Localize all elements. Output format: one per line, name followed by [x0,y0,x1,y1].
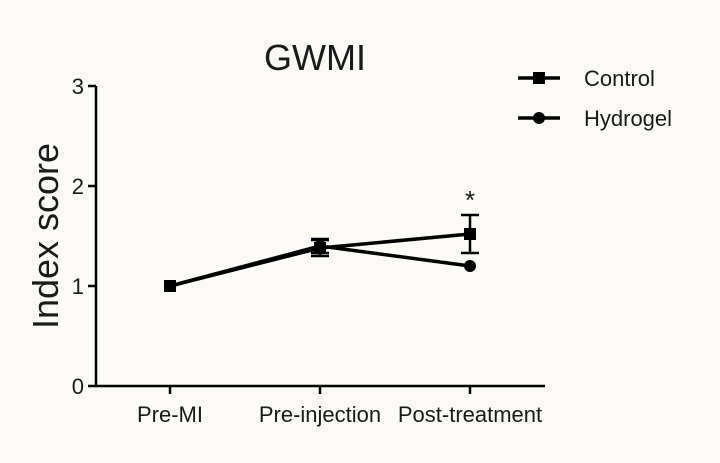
hydrogel-point [464,260,476,272]
legend-marker-control [533,72,545,84]
x-tick-label: Pre-MI [137,402,203,427]
legend-label-control: Control [584,66,655,91]
legend-label-hydrogel: Hydrogel [584,106,672,131]
legend: Control Hydrogel [518,66,672,131]
y-tick-label: 0 [72,374,84,399]
annotations: * [465,185,475,215]
hydrogel-point [314,240,326,252]
x-ticks: Pre-MI Pre-injection Post-treatment [137,386,542,427]
y-ticks: 0 1 2 3 [72,74,96,399]
data-series [164,213,479,292]
x-tick-label: Post-treatment [398,402,542,427]
y-tick-label: 1 [72,274,84,299]
chart-title: GWMI [264,37,366,78]
control-point [464,228,476,240]
significance-annotation: * [465,185,475,215]
y-tick-label: 2 [72,174,84,199]
hydrogel-point [164,280,176,292]
y-axis-label: Index score [25,143,66,329]
y-tick-label: 3 [72,74,84,99]
x-tick-label: Pre-injection [259,402,381,427]
legend-marker-hydrogel [533,112,545,124]
